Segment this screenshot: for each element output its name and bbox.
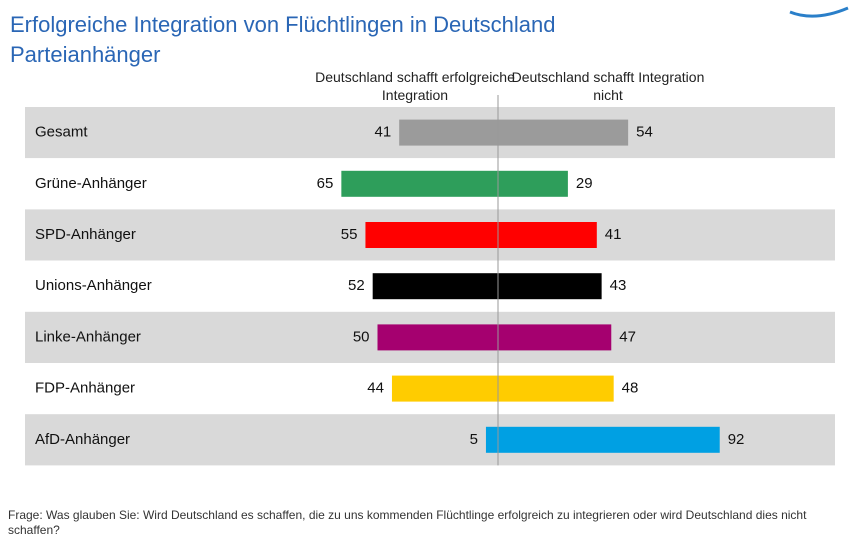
- category-label: SPD-Anhänger: [35, 226, 136, 243]
- value-label: 47: [619, 328, 636, 345]
- value-label: 44: [367, 380, 384, 397]
- bar: [377, 324, 498, 351]
- bar: [341, 170, 498, 197]
- logo-arc: [789, 6, 849, 18]
- chart-title: Erfolgreiche Integration von Flüchtlinge…: [10, 12, 555, 37]
- footnote: Frage: Was glauben Sie: Wird Deutschland…: [8, 508, 807, 537]
- bar: [498, 426, 720, 453]
- value-label: 65: [317, 175, 334, 192]
- bar: [498, 273, 602, 300]
- category-label: Grüne-Anhänger: [35, 175, 147, 192]
- category-label: FDP-Anhänger: [35, 380, 135, 397]
- right-header: Deutschland schafft Integration nicht: [511, 69, 705, 103]
- value-label: 50: [353, 328, 370, 345]
- bar: [485, 426, 498, 453]
- chart-subtitle: Parteianhänger: [10, 42, 160, 67]
- bar: [391, 375, 498, 402]
- value-label: 48: [622, 380, 639, 397]
- value-label: 41: [375, 124, 392, 141]
- bar: [498, 170, 568, 197]
- bar: [498, 375, 614, 402]
- bar: [498, 119, 629, 146]
- value-label: 29: [576, 175, 593, 192]
- value-label: 5: [470, 431, 478, 448]
- bar: [498, 222, 597, 248]
- bar: [365, 222, 498, 248]
- value-label: 55: [341, 226, 358, 243]
- bar: [399, 119, 498, 146]
- left-header: Deutschland schafft erfolgreiche Integra…: [315, 69, 515, 103]
- bar: [498, 324, 612, 351]
- value-label: 41: [605, 226, 622, 243]
- value-label: 52: [348, 277, 365, 294]
- category-label: Gesamt: [35, 124, 88, 141]
- bar: [372, 273, 498, 300]
- category-label: AfD-Anhänger: [35, 431, 130, 448]
- category-label: Linke-Anhänger: [35, 328, 141, 345]
- value-label: 43: [610, 277, 627, 294]
- value-label: 92: [728, 431, 745, 448]
- category-label: Unions-Anhänger: [35, 277, 152, 294]
- value-label: 54: [636, 124, 653, 141]
